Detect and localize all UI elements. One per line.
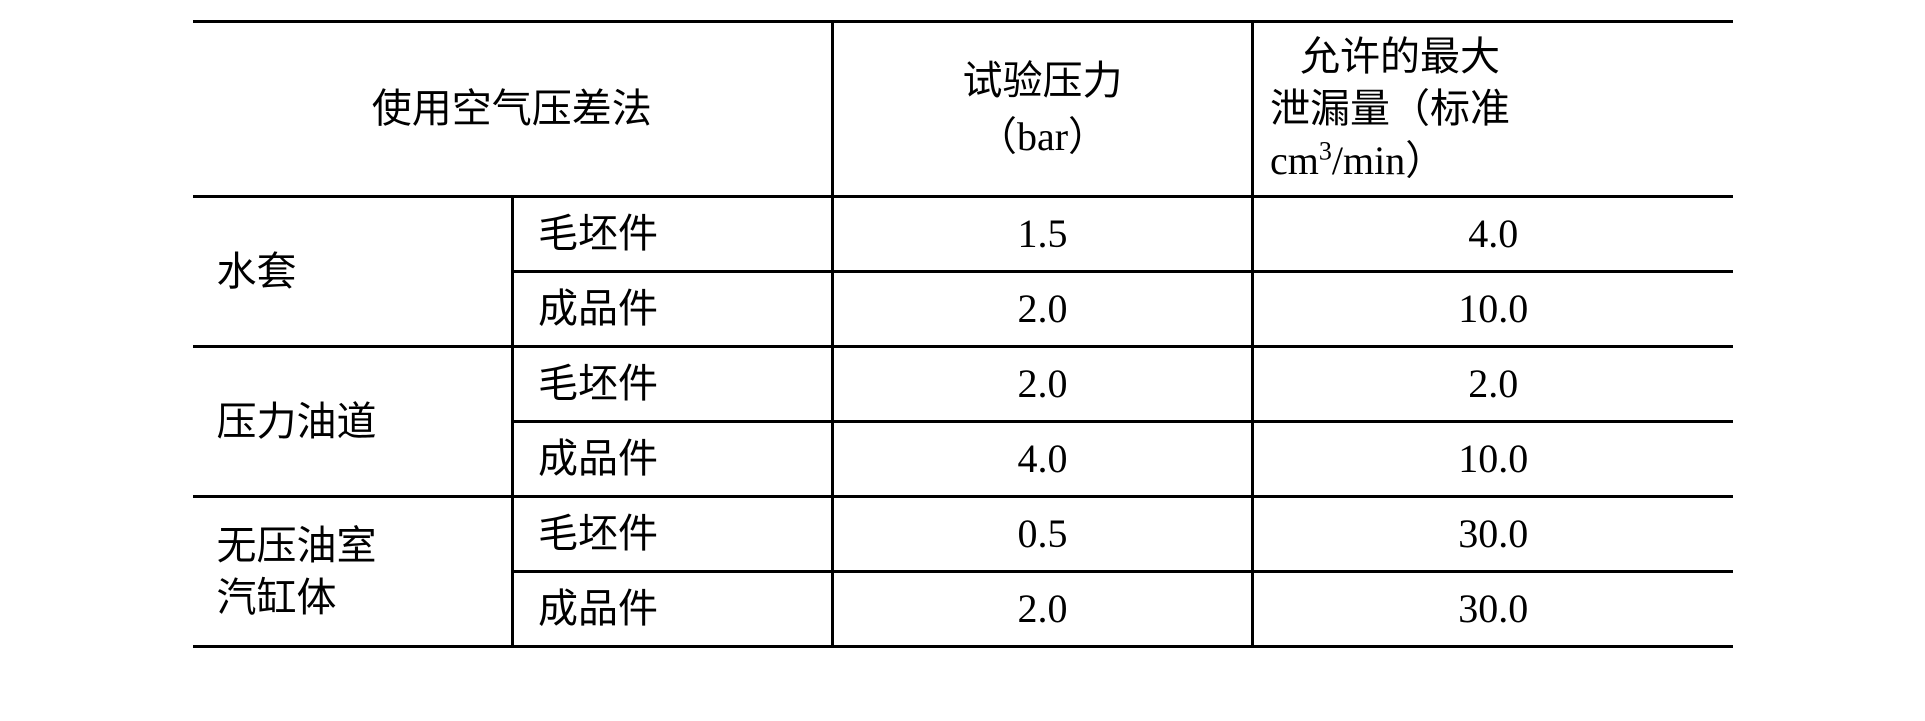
group-pressure-oil-channel: 压力油道 <box>193 347 513 497</box>
header-pressure-line1: 试验压力 <box>963 58 1123 103</box>
leak-cell: 10.0 <box>1253 422 1733 497</box>
table-row: 水套 毛坯件 1.5 4.0 <box>193 197 1733 272</box>
part-cell: 成品件 <box>513 572 833 647</box>
header-leak-line3-prefix: cm <box>1270 138 1319 183</box>
header-leak: 允许的最大 泄漏量（标准 cm3/min） <box>1253 22 1733 197</box>
header-leak-line3-suffix: /min） <box>1332 138 1445 183</box>
leak-cell: 10.0 <box>1253 272 1733 347</box>
group-water-jacket: 水套 <box>193 197 513 347</box>
pressure-cell: 2.0 <box>833 572 1253 647</box>
table-row: 无压油室 汽缸体 毛坯件 0.5 30.0 <box>193 497 1733 572</box>
header-leak-line3-sup: 3 <box>1319 137 1332 166</box>
group-no-pressure-chamber: 无压油室 汽缸体 <box>193 497 513 647</box>
header-leak-line1: 允许的最大 <box>1300 34 1500 79</box>
leak-cell: 30.0 <box>1253 572 1733 647</box>
header-pressure: 试验压力 （bar） <box>833 22 1253 197</box>
leak-cell: 4.0 <box>1253 197 1733 272</box>
part-cell: 毛坯件 <box>513 197 833 272</box>
header-leak-line2: 泄漏量（标准 <box>1270 86 1510 131</box>
header-method: 使用空气压差法 <box>193 22 833 197</box>
header-pressure-line2: （bar） <box>977 114 1108 159</box>
pressure-cell: 2.0 <box>833 272 1253 347</box>
group-label-line1: 无压油室 <box>217 523 377 568</box>
part-cell: 成品件 <box>513 422 833 497</box>
part-cell: 成品件 <box>513 272 833 347</box>
pressure-cell: 1.5 <box>833 197 1253 272</box>
part-cell: 毛坯件 <box>513 347 833 422</box>
pressure-cell: 0.5 <box>833 497 1253 572</box>
leak-test-table: 使用空气压差法 试验压力 （bar） 允许的最大 泄漏量（标准 cm3/min）… <box>193 20 1733 648</box>
header-row: 使用空气压差法 试验压力 （bar） 允许的最大 泄漏量（标准 cm3/min） <box>193 22 1733 197</box>
part-cell: 毛坯件 <box>513 497 833 572</box>
leak-cell: 2.0 <box>1253 347 1733 422</box>
pressure-cell: 2.0 <box>833 347 1253 422</box>
group-label-line2: 汽缸体 <box>217 575 337 620</box>
table-row: 压力油道 毛坯件 2.0 2.0 <box>193 347 1733 422</box>
leak-cell: 30.0 <box>1253 497 1733 572</box>
pressure-cell: 4.0 <box>833 422 1253 497</box>
